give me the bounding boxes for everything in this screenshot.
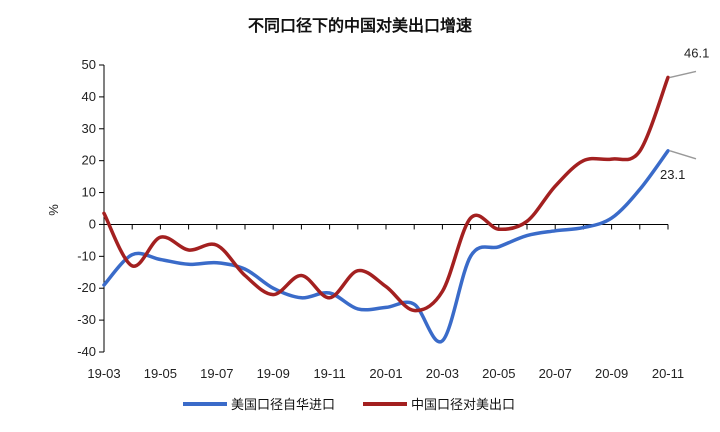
y-tick-label: 40 (82, 89, 96, 104)
y-tick-label: 20 (82, 153, 96, 168)
x-tick-label: 19-05 (144, 366, 177, 381)
annotation-leader (669, 150, 697, 160)
y-tick-label: 0 (89, 216, 96, 231)
y-tick-label: 50 (82, 57, 96, 72)
y-tick-label: 10 (82, 185, 96, 200)
x-tick-label: 20-05 (482, 366, 515, 381)
annotation-label: 23.1 (660, 167, 685, 182)
x-tick-label: 19-09 (257, 366, 290, 381)
series-layer (102, 75, 670, 344)
annotation-leader (669, 70, 697, 79)
x-tick-label: 20-01 (369, 366, 402, 381)
y-axis: -40 -30 -20 -10 0 10 20 30 40 50 (77, 57, 105, 359)
x-tick-label: 20-03 (426, 366, 459, 381)
y-tick-label: 30 (82, 121, 96, 136)
x-tick-label: 20-09 (595, 366, 628, 381)
chart-title: 不同口径下的中国对美出口增速 (247, 16, 472, 35)
legend-label-0: 美国口径自华进口 (231, 398, 335, 413)
y-tick-label: -10 (77, 248, 96, 263)
annotation-layer: 46.1 23.1 (660, 45, 709, 181)
legend-label-1: 中国口径对美出口 (411, 398, 515, 413)
x-tick-label: 20-11 (652, 366, 684, 381)
x-axis: 19-03 19-05 19-07 19-09 19-11 20-01 20-03 20-05… (87, 223, 684, 381)
series-line-0 (102, 149, 670, 344)
x-tick-label: 19-03 (87, 366, 120, 381)
y-tick-label: -20 (77, 280, 96, 295)
x-tick-label: 19-07 (200, 366, 233, 381)
y-tick-label: -30 (77, 312, 96, 327)
legend: 美国口径自华进口 中国口径对美出口 (183, 398, 515, 413)
x-tick-label: 20-07 (539, 366, 572, 381)
series-line-1 (102, 75, 670, 313)
y-axis-label: % (46, 204, 61, 216)
annotation-label: 46.1 (684, 45, 709, 60)
y-tick-label: -40 (77, 344, 96, 359)
x-tick-label: 19-11 (313, 366, 345, 381)
